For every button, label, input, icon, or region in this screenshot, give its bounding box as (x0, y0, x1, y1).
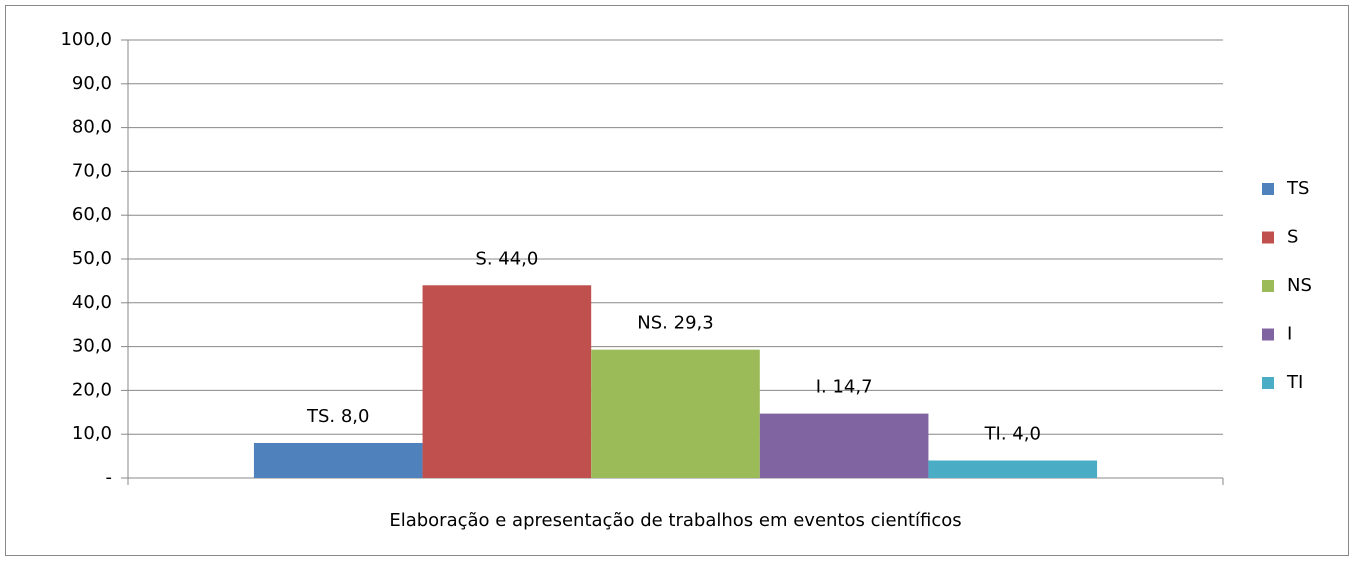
y-tick-label: 80,0 (72, 117, 112, 138)
legend-label: S (1287, 227, 1298, 248)
data-label: S. 44,0 (475, 248, 538, 269)
bar (759, 413, 929, 478)
x-tick-label: Elaboração e apresentação de trabalhos e… (389, 510, 961, 531)
y-tick-label: 50,0 (72, 248, 112, 269)
bar (422, 285, 592, 478)
bar (253, 442, 423, 478)
legend-swatch (1262, 280, 1274, 292)
y-tick-label: 70,0 (72, 160, 112, 181)
data-label: NS. 29,3 (637, 313, 713, 334)
legend-label: TS (1286, 178, 1309, 199)
y-tick-label: - (106, 467, 113, 488)
legend-label: TI (1286, 372, 1303, 393)
bar (928, 460, 1098, 478)
y-tick-label: 20,0 (72, 379, 112, 400)
legend-swatch (1262, 231, 1274, 244)
legend-label: I (1287, 324, 1292, 345)
legend-swatch (1262, 328, 1274, 341)
y-tick-label: 40,0 (72, 292, 112, 313)
y-tick-label: 60,0 (72, 204, 112, 225)
data-label: TI. 4,0 (984, 423, 1041, 444)
legend-swatch (1262, 377, 1274, 389)
y-tick-label: 100,0 (60, 29, 112, 50)
legend-swatch (1262, 183, 1274, 195)
y-tick-label: 30,0 (72, 336, 112, 357)
y-tick-label: 10,0 (72, 423, 112, 444)
data-label: I. 14,7 (816, 377, 873, 398)
bar (591, 349, 760, 478)
data-label: TS. 8,0 (306, 406, 370, 427)
y-tick-label: 90,0 (72, 73, 112, 94)
legend-label: NS (1287, 275, 1312, 296)
